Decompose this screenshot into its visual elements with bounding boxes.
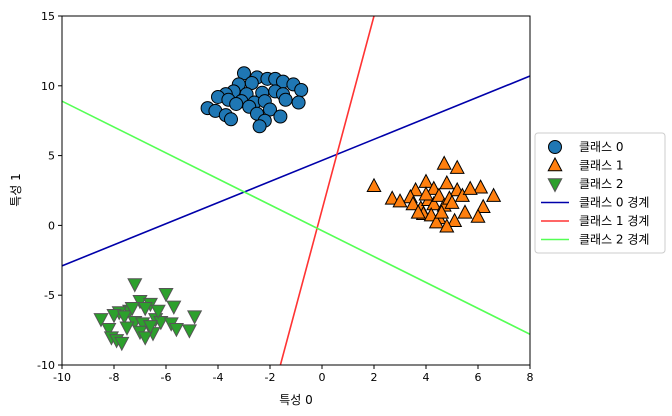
point-2-1: [158, 288, 174, 303]
legend-marker-0: [548, 140, 562, 154]
x-tick-label-6: 2: [371, 371, 378, 384]
x-tick-label-2: -6: [161, 371, 172, 384]
point-2-27: [124, 302, 140, 317]
x-tick-label-3: -4: [213, 371, 224, 384]
x-tick-label-9: 8: [527, 371, 534, 384]
point-1-34: [418, 186, 434, 201]
y-axis-label: 특성 1: [9, 173, 23, 207]
point-0-29: [273, 109, 288, 124]
point-1-13: [384, 190, 400, 205]
boundary-line-1: [279, 16, 375, 365]
point-1-33: [410, 204, 426, 219]
point-1-11: [462, 180, 478, 195]
point-1-26: [447, 212, 463, 227]
x-tick-label-7: 4: [423, 371, 430, 384]
point-1-6: [473, 179, 489, 194]
legend-box: [534, 132, 666, 254]
point-1-14: [392, 193, 408, 208]
point-1-7: [486, 187, 502, 202]
legend-marker-2: [547, 178, 563, 193]
point-0-32: [252, 119, 267, 134]
point-2-10: [93, 313, 109, 328]
point-1-19: [431, 187, 447, 202]
axes-frame: [61, 15, 531, 366]
point-0-13: [294, 82, 309, 97]
point-1-31: [439, 218, 455, 233]
y-tick-label-2: 0: [48, 219, 55, 232]
point-1-4: [439, 174, 455, 190]
point-1-32: [434, 204, 450, 219]
point-2-15: [153, 315, 169, 331]
point-2-22: [181, 324, 197, 339]
point-0-20: [278, 92, 293, 107]
legend-label-3: 클래스 0 경계: [579, 196, 649, 210]
x-tick-label-4: -2: [265, 371, 276, 384]
point-1-22: [444, 194, 460, 209]
x-tick-label-1: -8: [109, 371, 120, 384]
legend-label-1: 클래스 1: [579, 159, 624, 173]
point-1-27: [457, 204, 473, 219]
point-1-15: [405, 195, 421, 211]
boundary-line-2: [62, 100, 530, 336]
point-2-28: [150, 304, 166, 320]
point-1-0: [366, 177, 382, 193]
point-2-17: [101, 322, 117, 338]
point-0-22: [229, 96, 244, 111]
point-0-21: [291, 95, 306, 110]
x-tick-label-8: 6: [475, 371, 482, 384]
point-2-29: [114, 336, 130, 352]
point-1-8: [436, 155, 452, 170]
y-tick-label-3: 5: [48, 150, 55, 163]
y-tick-label-4: 10: [41, 80, 55, 93]
point-0-30: [224, 112, 238, 127]
point-2-25: [137, 331, 153, 346]
x-tick-label-0: -10: [53, 371, 71, 384]
point-2-9: [106, 308, 122, 324]
series-0: [200, 66, 309, 134]
point-2-4: [137, 302, 153, 317]
series-2: [93, 278, 203, 352]
point-2-18: [119, 321, 135, 336]
legend-label-0: 클래스 0: [579, 140, 624, 154]
x-axis-label: 특성 0: [279, 393, 313, 407]
point-1-18: [426, 195, 442, 211]
point-1-29: [470, 208, 486, 223]
x-tick-label-5: 0: [319, 371, 326, 384]
point-1-9: [449, 159, 465, 174]
point-2-21: [168, 322, 184, 338]
point-1-28: [475, 198, 491, 214]
legend-marker-1: [547, 156, 563, 172]
point-2-6: [187, 310, 203, 325]
y-tick-label-0: -10: [37, 359, 55, 372]
point-2-0: [127, 278, 143, 293]
point-2-11: [116, 310, 132, 325]
y-tick-label-5: 15: [41, 10, 55, 23]
point-1-10: [454, 187, 470, 202]
legend-label-4: 클래스 1 경계: [579, 214, 649, 228]
point-2-5: [166, 300, 182, 315]
legend-label-5: 클래스 2 경계: [579, 233, 649, 247]
y-tick-label-1: -5: [44, 289, 55, 302]
boundary-lines: [62, 16, 530, 365]
series-1: [366, 155, 502, 233]
plot-area: -10 -8 -6 -4 -2 0 2 4 6 8 -10 -5 0 5 10 15: [37, 10, 533, 384]
point-2-26: [142, 320, 158, 335]
point-1-2: [418, 173, 434, 188]
point-1-30: [428, 214, 444, 229]
boundary-line-0: [62, 75, 530, 267]
legend-label-2: 클래스 2: [579, 177, 624, 191]
